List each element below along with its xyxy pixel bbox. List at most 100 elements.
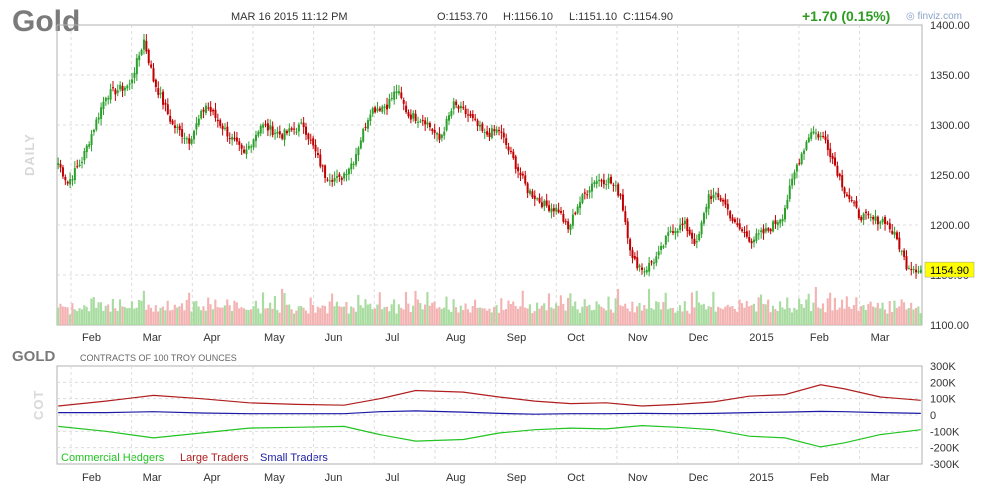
candle-body [660,245,663,251]
volume-bar [157,311,160,325]
open-label: O:1153.70 [437,11,488,23]
candle-body [266,123,269,131]
candle-body [750,241,753,244]
candle-body [655,256,658,264]
volume-bar [438,307,441,325]
volume-bar [154,305,157,325]
volume-bar [705,309,708,325]
volume-bar [109,311,112,325]
candle-body [285,130,288,134]
candle-body [486,131,489,135]
candle-body [305,126,308,135]
volume-bar [555,303,558,325]
price-tick-label: 1250.00 [930,170,970,182]
volume-bar [619,305,622,325]
brand-link[interactable]: ◎ finviz.com [906,11,962,22]
volume-bar [297,306,300,325]
volume-bar [481,308,484,325]
volume-bar [586,306,589,325]
volume-bar [840,299,844,325]
cot-month-label: Dec [689,472,709,484]
candle-body [621,194,624,211]
candle-body [123,87,126,91]
volume-bar [504,309,508,325]
candle-body [76,166,79,168]
candle-body [221,125,224,130]
volume-bar [650,308,653,325]
candle-body [641,267,644,270]
candle-body [181,129,184,137]
volume-bar [514,305,517,325]
candle-body [895,232,898,240]
candle-body [228,138,231,140]
candle-body [352,163,355,165]
volume-bar [216,307,219,325]
candle-body [254,134,257,141]
candle-body [707,194,710,209]
volume-bar [786,297,789,325]
candle-body [238,141,241,145]
candle-body [884,217,887,224]
candle-body [831,155,834,159]
candle-body [798,163,801,165]
candle-body [302,122,305,128]
volume-bar [576,309,579,325]
legend-large-traders: Large Traders [180,452,249,464]
candle-body [753,239,756,243]
candle-body [459,105,462,109]
volume-bar [652,309,655,325]
volume-bar [590,310,593,325]
volume-bar [207,297,210,325]
volume-bar [61,306,64,325]
volume-bar [64,306,67,325]
volume-bar [752,303,755,325]
volume-bar [266,308,269,325]
candle-body [447,115,450,121]
candle-body [452,101,455,110]
candle-body [104,97,107,102]
volume-bar [664,292,667,325]
volume-bar [254,300,257,325]
candle-body [240,144,243,149]
candle-body [326,179,329,181]
volume-bar [309,297,312,325]
candle-body [381,106,384,112]
volume-bar [876,302,879,325]
finviz-logo-icon: ◎ [906,11,915,22]
candle-body [81,161,84,164]
volume-bar [478,307,481,325]
candle-body [671,231,674,233]
volume-bar [500,298,503,325]
candle-body [231,136,234,140]
volume-bar [559,295,562,325]
candle-body [748,236,751,242]
candle-body [417,121,420,123]
volume-bar [250,309,253,325]
volume-bar [316,306,319,325]
cot-tick-label: -300K [930,459,960,471]
volume-bar [762,303,765,325]
candle-body [78,164,81,167]
volume-bar [219,307,222,325]
volume-bar [138,299,141,325]
volume-bar [314,312,317,325]
candle-body [760,230,763,233]
price-month-label: Dec [689,332,709,344]
candle-body [455,101,458,106]
candle-body [917,271,920,273]
candle-body [898,237,901,250]
cot-tick-label: 100K [930,394,956,406]
volume-bar [180,303,184,325]
volume-bar [416,299,419,325]
volume-bar [898,306,901,325]
volume-bar [57,307,60,325]
volume-bar [357,294,360,325]
candle-body [915,269,918,273]
price-tick-label: 1400.00 [930,20,970,32]
candle-body [629,239,632,251]
volume-bar [888,301,891,325]
volume-bar [633,312,636,325]
volume-bar [717,306,720,325]
candle-body [657,251,660,256]
